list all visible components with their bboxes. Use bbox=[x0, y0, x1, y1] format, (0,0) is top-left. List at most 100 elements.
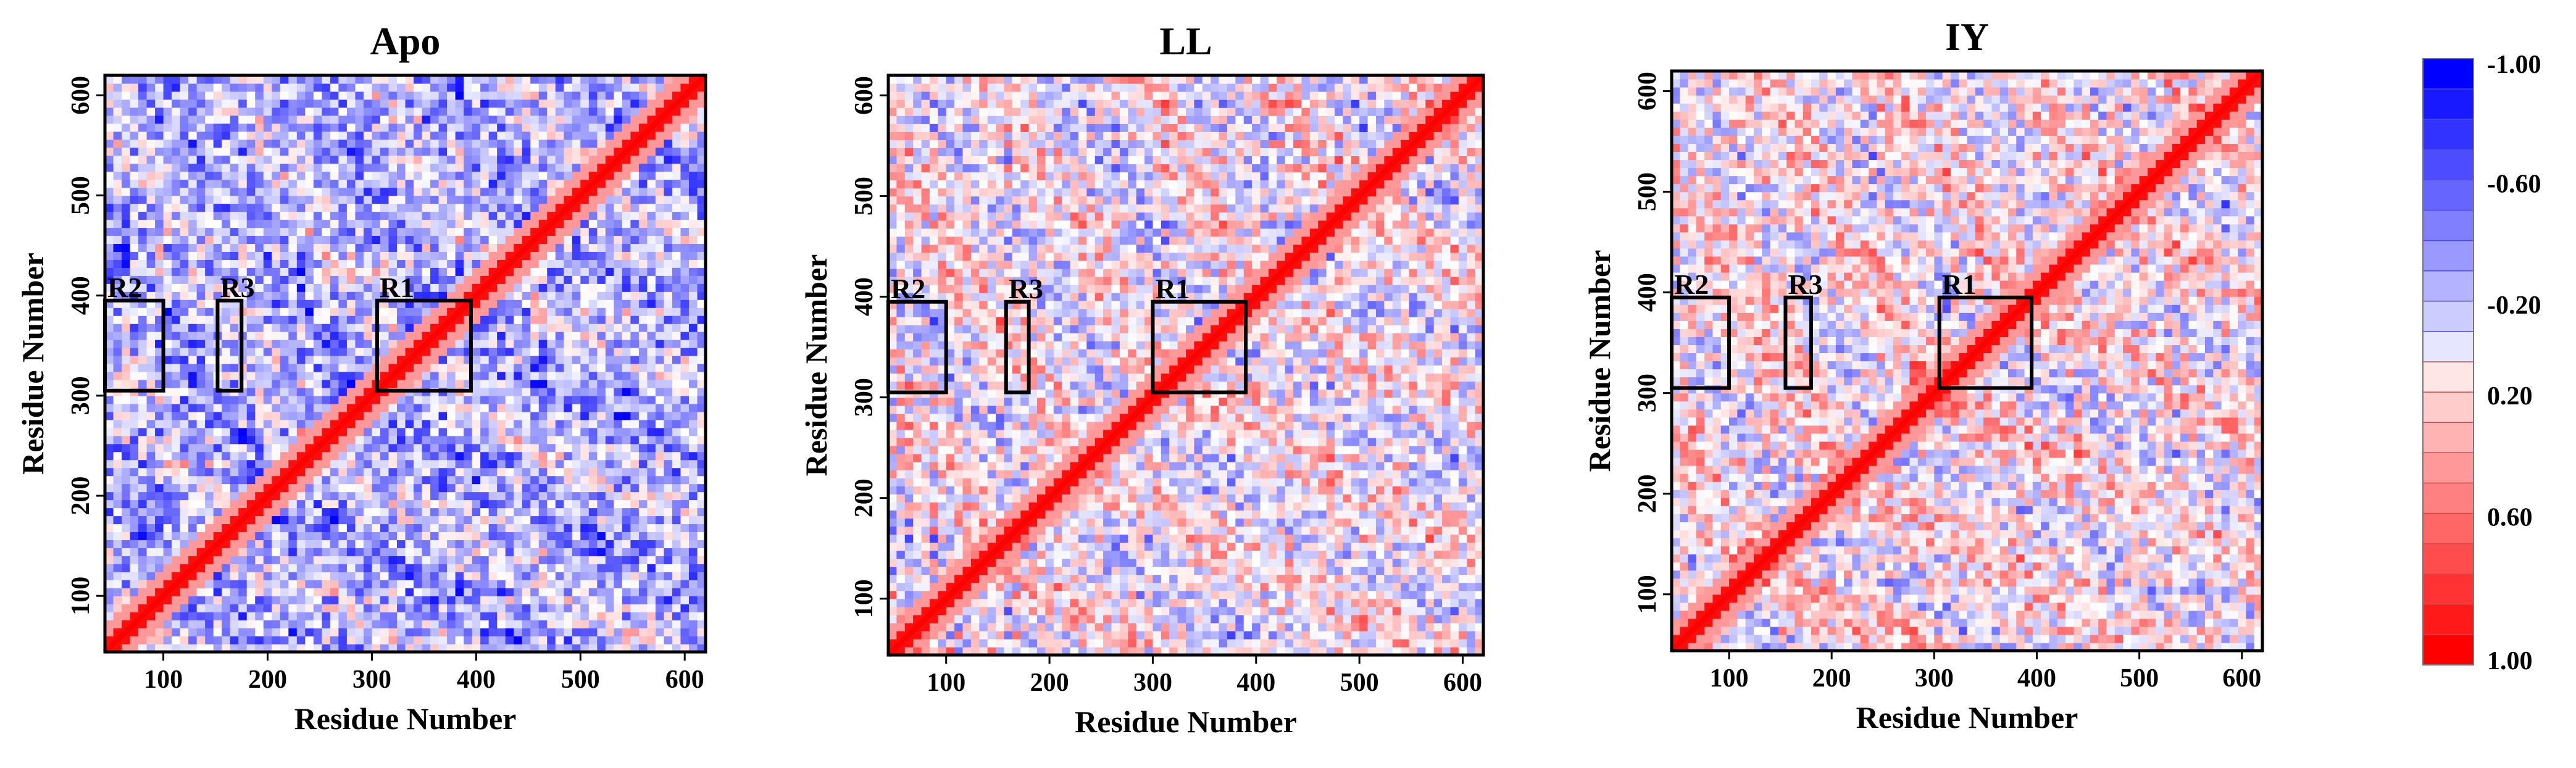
heatmap-cell bbox=[464, 604, 473, 612]
heatmap-cell bbox=[305, 475, 314, 485]
heatmap-cell bbox=[505, 475, 514, 485]
heatmap-cell bbox=[547, 499, 556, 509]
heatmap-cell bbox=[497, 187, 506, 196]
heatmap-cell bbox=[480, 540, 490, 548]
heatmap-cell bbox=[280, 243, 289, 252]
heatmap-cell bbox=[555, 556, 564, 564]
heatmap-cell bbox=[572, 596, 581, 604]
heatmap-cell bbox=[263, 179, 272, 188]
heatmap-cell bbox=[405, 171, 414, 180]
heatmap-cell bbox=[280, 499, 289, 509]
heatmap-cell bbox=[588, 459, 598, 469]
heatmap-cell bbox=[146, 644, 156, 653]
heatmap-cell bbox=[597, 515, 606, 525]
heatmap-cell bbox=[655, 131, 665, 140]
heatmap-cell bbox=[564, 435, 573, 445]
heatmap-cell bbox=[405, 364, 414, 372]
heatmap-cell bbox=[288, 556, 298, 564]
heatmap-cell bbox=[614, 387, 623, 396]
heatmap-cell bbox=[588, 227, 598, 236]
heatmap-cell bbox=[614, 219, 623, 228]
heatmap-cell bbox=[680, 419, 690, 428]
heatmap-cell bbox=[113, 467, 122, 477]
heatmap-cell bbox=[322, 564, 331, 572]
heatmap-cell bbox=[205, 299, 214, 308]
heatmap-cell bbox=[122, 507, 131, 517]
heatmap-cell bbox=[388, 435, 398, 445]
heatmap-cell bbox=[422, 348, 431, 356]
heatmap-cell bbox=[322, 356, 331, 364]
heatmap-cell bbox=[188, 163, 198, 172]
heatmap-cell bbox=[380, 195, 390, 204]
heatmap-cell bbox=[188, 532, 198, 540]
heatmap-cell bbox=[296, 364, 306, 372]
heatmap-cell bbox=[222, 411, 231, 420]
heatmap-cell bbox=[680, 636, 690, 645]
heatmap-cell bbox=[638, 612, 648, 620]
heatmap-cell bbox=[255, 219, 264, 228]
heatmap-cell bbox=[155, 411, 164, 420]
heatmap-cell bbox=[388, 427, 398, 436]
heatmap-cell bbox=[138, 235, 148, 244]
heatmap-cell bbox=[472, 99, 481, 108]
heatmap-cell bbox=[488, 235, 498, 244]
heatmap-cell bbox=[564, 540, 573, 548]
heatmap-cell bbox=[530, 283, 540, 292]
heatmap-cell bbox=[396, 123, 406, 132]
heatmap-cell bbox=[396, 499, 406, 509]
heatmap-cell bbox=[255, 459, 264, 469]
heatmap-cell bbox=[480, 332, 490, 340]
heatmap-cell bbox=[622, 459, 631, 469]
heatmap-cell bbox=[455, 251, 464, 260]
heatmap-cell bbox=[630, 580, 640, 588]
heatmap-cell bbox=[614, 612, 623, 620]
heatmap-cell bbox=[272, 123, 281, 132]
heatmap-cell bbox=[447, 187, 456, 196]
heatmap-cell bbox=[238, 588, 248, 596]
heatmap-cell bbox=[238, 499, 248, 509]
heatmap-cell bbox=[288, 572, 298, 580]
heatmap-cell bbox=[455, 115, 464, 124]
heatmap-cell bbox=[572, 163, 581, 172]
heatmap-cell bbox=[522, 332, 531, 340]
heatmap-cell bbox=[222, 179, 231, 188]
heatmap-cell bbox=[422, 467, 431, 477]
heatmap-cell bbox=[296, 564, 306, 572]
heatmap-cell bbox=[480, 491, 490, 501]
heatmap-cell bbox=[555, 427, 564, 436]
heatmap-cell bbox=[522, 588, 531, 596]
heatmap-cell bbox=[538, 612, 548, 620]
heatmap-cell bbox=[296, 171, 306, 180]
heatmap-cell bbox=[514, 115, 523, 124]
heatmap-cell bbox=[280, 195, 289, 204]
heatmap-cell bbox=[255, 99, 264, 108]
heatmap-cell bbox=[430, 179, 440, 188]
heatmap-cell bbox=[455, 435, 464, 445]
heatmap-cell bbox=[388, 564, 398, 572]
heatmap-cell bbox=[488, 636, 498, 645]
heatmap-cell bbox=[363, 332, 373, 340]
heatmap-cell bbox=[447, 364, 456, 372]
heatmap-cell bbox=[572, 267, 581, 276]
heatmap-cell bbox=[438, 588, 448, 596]
heatmap-cell bbox=[222, 259, 231, 268]
heatmap-cell bbox=[455, 315, 464, 324]
heatmap-cell bbox=[280, 427, 289, 436]
heatmap-cell bbox=[346, 187, 356, 196]
heatmap-cell bbox=[497, 131, 506, 140]
heatmap-cell bbox=[522, 379, 531, 388]
heatmap-cell bbox=[405, 491, 414, 501]
heatmap-cell bbox=[672, 371, 682, 380]
heatmap-cell bbox=[622, 115, 631, 124]
heatmap-cell bbox=[430, 636, 440, 645]
heatmap-cell bbox=[555, 99, 564, 108]
heatmap-cell bbox=[622, 379, 631, 388]
heatmap-cell bbox=[346, 283, 356, 292]
heatmap-cell bbox=[196, 371, 206, 380]
heatmap-cell bbox=[638, 507, 648, 517]
heatmap-cell bbox=[330, 572, 339, 580]
heatmap-cell bbox=[630, 395, 640, 404]
heatmap-cell bbox=[263, 532, 272, 540]
heatmap-cell bbox=[488, 596, 498, 604]
heatmap-cell bbox=[122, 371, 131, 380]
